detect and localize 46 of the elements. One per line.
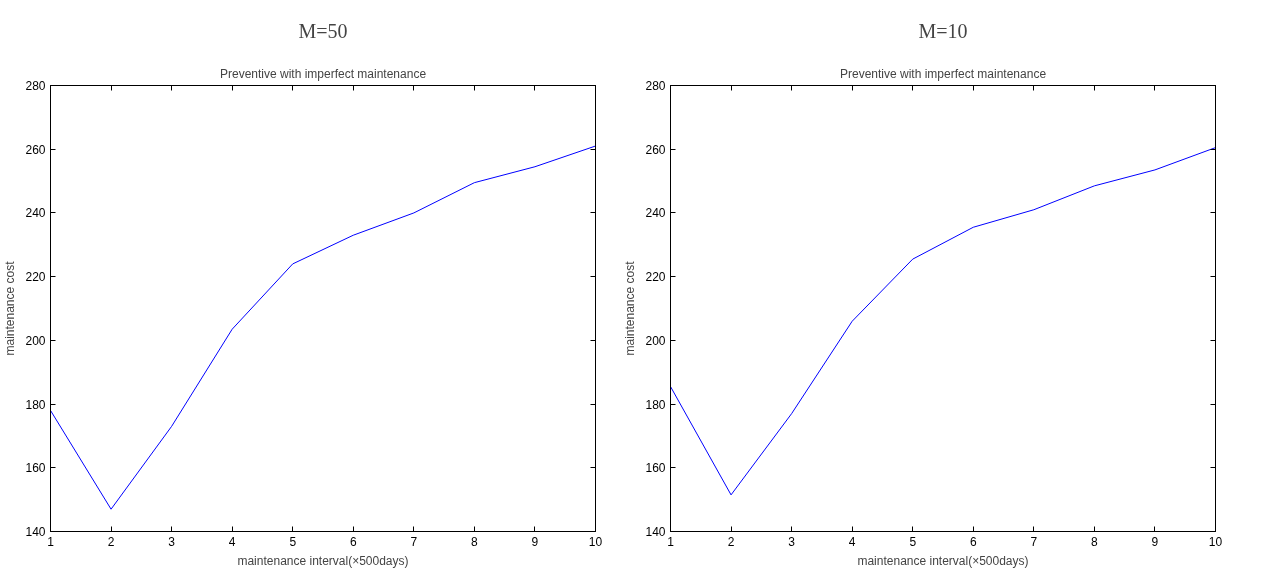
- x-tick-label: 4: [848, 534, 856, 549]
- x-tick-label: 9: [531, 534, 539, 549]
- x-tick-label: 4: [228, 534, 236, 549]
- y-tick-label: 200: [25, 333, 46, 348]
- x-axis-title: maintenance interval(×500days): [237, 553, 409, 568]
- y-tick-label: 220: [25, 270, 46, 285]
- line-series: [50, 145, 596, 510]
- x-tick-label: 7: [410, 534, 418, 549]
- y-tick-label: 220: [645, 270, 666, 285]
- y-tick-label: 240: [645, 206, 666, 221]
- x-tick-label: 5: [909, 534, 917, 549]
- x-tick-label: 2: [107, 534, 115, 549]
- x-tick-label: 5: [289, 534, 297, 549]
- y-tick-label: 280: [645, 79, 666, 93]
- x-tick-label: 8: [1091, 534, 1099, 549]
- x-tick-label: 6: [969, 534, 977, 549]
- x-tick-label: 9: [1151, 534, 1159, 549]
- y-tick-label: 200: [645, 333, 666, 348]
- x-tick-label: 1: [667, 534, 675, 549]
- x-tick-label: 2: [727, 534, 735, 549]
- y-tick-label: 140: [25, 525, 46, 539]
- y-tick-label: 160: [645, 461, 666, 476]
- x-axis-title: maintenance interval(×500days): [857, 553, 1029, 568]
- y-tick-label: 160: [25, 461, 46, 476]
- x-tick-label: 6: [349, 534, 357, 549]
- y-tick-label: 260: [645, 142, 666, 157]
- chart-subtitle: M=10: [918, 20, 968, 42]
- x-tick-label: 10: [1208, 534, 1223, 549]
- y-tick-label: 180: [645, 397, 666, 412]
- x-tick-label: 3: [168, 534, 176, 549]
- chart-subtitle: M=50: [298, 20, 348, 42]
- y-tick-label: 140: [645, 525, 666, 539]
- chart-title: Preventive with imperfect maintenance: [219, 66, 427, 81]
- y-axis-title: maintenance cost: [623, 260, 638, 356]
- x-tick-label: 8: [471, 534, 479, 549]
- x-tick-label: 1: [47, 534, 55, 549]
- y-tick-label: 280: [25, 79, 46, 93]
- x-tick-label: 3: [788, 534, 796, 549]
- y-tick-label: 180: [25, 397, 46, 412]
- line-series: [670, 147, 1216, 496]
- y-tick-label: 260: [25, 142, 46, 157]
- x-tick-label: 10: [588, 534, 603, 549]
- y-axis-title: maintenance cost: [3, 260, 18, 356]
- x-tick-label: 7: [1030, 534, 1038, 549]
- chart-title: Preventive with imperfect maintenance: [839, 66, 1047, 81]
- y-tick-label: 240: [25, 206, 46, 221]
